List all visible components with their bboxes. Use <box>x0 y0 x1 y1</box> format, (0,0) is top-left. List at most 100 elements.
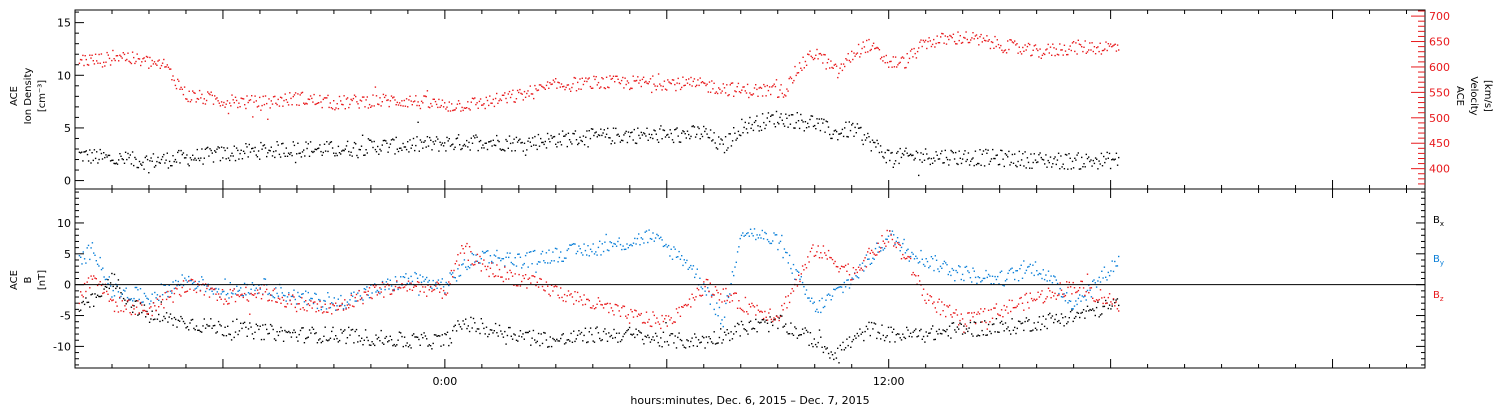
data-point <box>935 330 938 333</box>
data-point <box>267 118 269 120</box>
data-point <box>778 317 780 319</box>
data-point <box>163 315 165 318</box>
data-point <box>375 334 377 336</box>
data-point <box>176 288 178 290</box>
data-point <box>655 89 657 91</box>
data-point <box>1034 261 1037 263</box>
data-point <box>727 296 730 299</box>
data-point <box>1025 49 1027 51</box>
data-point <box>95 296 97 298</box>
data-point <box>995 318 998 320</box>
data-point <box>267 293 269 296</box>
data-point <box>743 328 745 330</box>
data-point <box>669 82 671 84</box>
data-point <box>765 232 767 235</box>
data-point <box>185 279 187 281</box>
data-point <box>740 234 743 237</box>
data-point <box>291 154 293 157</box>
data-point <box>571 341 574 343</box>
data-point <box>454 146 456 148</box>
data-point <box>1015 270 1017 272</box>
data-point <box>831 66 833 69</box>
data-point <box>225 335 228 337</box>
data-point <box>747 232 749 234</box>
data-point <box>164 66 166 68</box>
data-point <box>638 134 640 137</box>
data-point <box>417 121 419 123</box>
data-point <box>186 154 188 156</box>
data-point <box>363 154 365 156</box>
data-point <box>466 268 468 271</box>
data-point <box>565 342 567 344</box>
data-point <box>817 58 819 60</box>
data-point <box>81 294 83 296</box>
data-point <box>151 310 153 312</box>
data-point <box>994 157 996 160</box>
data-point <box>652 311 654 313</box>
data-point <box>745 128 748 130</box>
data-point <box>231 152 233 154</box>
data-point <box>1033 153 1035 155</box>
data-point <box>615 127 617 130</box>
data-point <box>1084 295 1086 297</box>
data-point <box>440 104 442 107</box>
data-point <box>733 274 735 277</box>
data-point <box>367 294 369 296</box>
data-point <box>410 100 412 102</box>
data-point <box>925 302 927 304</box>
data-point <box>567 339 570 341</box>
data-point <box>562 300 564 302</box>
data-point <box>766 84 768 87</box>
data-point <box>1010 161 1012 164</box>
data-point <box>106 286 108 288</box>
data-point <box>1054 156 1056 158</box>
data-point <box>549 82 551 84</box>
data-point <box>1114 43 1116 45</box>
data-point <box>489 329 492 331</box>
data-point <box>794 65 796 68</box>
data-point <box>941 333 943 335</box>
data-point <box>620 139 623 141</box>
data-point <box>588 331 590 333</box>
data-point <box>718 336 721 339</box>
data-point <box>1024 272 1026 274</box>
data-point <box>782 123 785 125</box>
data-point <box>351 295 354 297</box>
data-point <box>340 328 342 331</box>
data-point <box>536 263 538 265</box>
data-point <box>1044 53 1046 56</box>
data-point <box>901 56 904 58</box>
data-point <box>1082 166 1084 168</box>
data-point <box>215 98 217 100</box>
data-point <box>454 277 456 279</box>
data-point <box>660 337 662 339</box>
data-point <box>1071 160 1074 163</box>
data-point <box>374 86 377 88</box>
data-point <box>499 148 501 150</box>
data-point <box>1051 166 1053 168</box>
data-point <box>753 328 756 330</box>
data-point <box>900 339 903 341</box>
data-point <box>471 97 474 99</box>
data-point <box>762 238 765 240</box>
data-point <box>854 272 856 275</box>
data-point <box>899 337 901 339</box>
data-point <box>928 332 930 334</box>
data-point <box>274 156 276 159</box>
data-point <box>367 339 369 342</box>
data-point <box>522 99 524 101</box>
data-point <box>366 152 368 154</box>
data-point <box>665 322 667 324</box>
data-point <box>94 277 96 279</box>
data-point <box>128 60 130 62</box>
data-point <box>409 282 411 284</box>
data-point <box>118 159 120 161</box>
data-point <box>842 291 844 294</box>
data-point <box>568 139 571 141</box>
data-point <box>642 76 645 78</box>
data-point <box>298 303 300 305</box>
data-point <box>684 347 687 349</box>
data-point <box>299 329 302 332</box>
data-point <box>651 238 653 240</box>
data-point <box>658 237 661 240</box>
